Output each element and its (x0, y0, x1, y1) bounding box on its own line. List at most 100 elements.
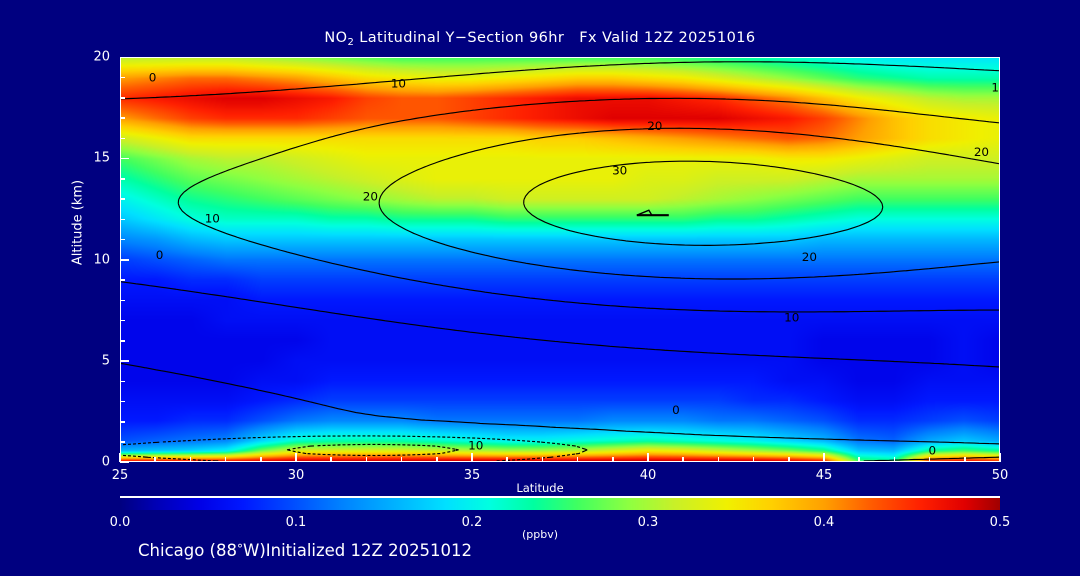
svg-text:10: 10 (205, 212, 220, 226)
colorbar-tick-label: 0.0 (109, 515, 131, 530)
contour-label: 00 (149, 71, 157, 85)
x-tick-label: 40 (639, 468, 657, 483)
svg-text:10: 10 (784, 310, 799, 324)
colorbar-tick-label: 0.4 (813, 515, 835, 530)
y-minor-tick (120, 421, 125, 423)
y-tick-label: 20 (93, 49, 110, 65)
x-tick-mark (295, 453, 297, 462)
plot-area: 0010102020303020201010202020201010101000… (120, 57, 1000, 462)
y-minor-tick (120, 299, 125, 301)
y-tick-label: 15 (93, 150, 110, 166)
y-minor-tick (120, 340, 125, 342)
x-tick-mark (471, 453, 473, 462)
x-tick-mark (647, 453, 649, 462)
title-rest: Latitudinal Y−Section 96hr Fx Valid 12Z … (354, 30, 756, 46)
y-tick-mark (120, 461, 129, 463)
x-tick-mark (823, 453, 825, 462)
x-minor-tick (154, 457, 156, 462)
svg-text:0: 0 (928, 443, 936, 457)
y-minor-tick (120, 380, 125, 382)
svg-text:10: 10 (991, 81, 999, 95)
y-minor-tick (120, 137, 125, 139)
svg-text:20: 20 (974, 145, 989, 159)
y-minor-tick (120, 238, 125, 241)
x-minor-tick (717, 457, 720, 462)
x-minor-tick (682, 457, 684, 462)
x-minor-tick (436, 457, 438, 462)
x-minor-tick (858, 457, 860, 462)
svg-text:0: 0 (149, 71, 157, 85)
footer-prefix: Chicago (88 (138, 541, 237, 560)
x-minor-tick (189, 457, 192, 462)
svg-text:20: 20 (647, 119, 662, 133)
y-tick-label: 0 (101, 454, 110, 470)
svg-text:0: 0 (156, 248, 164, 262)
contour-line-20 (177, 97, 999, 313)
contour-line-40 (523, 160, 884, 246)
y-minor-tick (120, 400, 125, 403)
y-minor-tick (120, 319, 125, 322)
y-tick-mark (120, 259, 129, 261)
x-tick-label: 45 (815, 468, 833, 483)
y-tick-mark (120, 360, 129, 362)
x-tick-label: 35 (463, 468, 481, 483)
colorbar-gradient (120, 496, 1000, 510)
colorbar-tick-label: 0.5 (989, 515, 1011, 530)
footer-caption: Chicago (88°W)Initialized 12Z 20251012 (138, 541, 472, 560)
y-minor-tick (120, 441, 125, 443)
x-tick-label: 50 (991, 468, 1009, 483)
contour-line-0 (121, 362, 999, 461)
x-minor-tick (506, 457, 508, 462)
x-minor-tick (964, 457, 966, 462)
contour-line-10 (121, 61, 999, 368)
footer-suffix: W)Initialized 12Z 20251012 (243, 541, 473, 560)
y-tick-mark (120, 157, 129, 160)
x-minor-tick (893, 457, 896, 462)
x-axis-label: Latitude (516, 481, 564, 495)
svg-text:20: 20 (802, 250, 817, 264)
svg-text:10: 10 (391, 77, 406, 91)
x-tick-label: 25 (111, 468, 129, 483)
colorbar-unit-label: (ppbv) (521, 528, 559, 541)
x-minor-tick (260, 457, 262, 462)
y-tick-label: 5 (101, 353, 110, 369)
y-tick-label: 10 (93, 252, 110, 267)
x-minor-tick (612, 457, 614, 462)
contour-label: 00 (156, 248, 164, 262)
y-minor-tick (120, 97, 125, 99)
y-minor-tick (120, 218, 125, 220)
x-minor-tick (788, 457, 790, 462)
svg-text:20: 20 (363, 190, 378, 204)
contour-label: 00 (928, 443, 936, 457)
y-minor-tick (120, 198, 125, 200)
x-tick-mark (999, 453, 1001, 462)
contour-fill-canvas (121, 58, 999, 461)
y-minor-tick (120, 117, 125, 119)
degree-icon: ° (237, 542, 243, 556)
y-tick-mark (120, 56, 129, 58)
colorbar-tick-label: 0.3 (637, 515, 659, 530)
colorbar (120, 496, 1000, 510)
contour-line-overlay: 0010102020303020201010202020201010101000… (121, 61, 999, 461)
wind-barb-icon (636, 209, 669, 217)
x-minor-tick (928, 457, 931, 462)
y-minor-tick (120, 178, 125, 180)
x-minor-tick (752, 457, 755, 462)
y-minor-tick (120, 76, 125, 79)
contour-line--20 (286, 443, 459, 457)
x-tick-mark (119, 453, 121, 462)
x-minor-tick (365, 457, 368, 462)
title-species: NO (324, 30, 348, 46)
x-minor-tick (330, 457, 332, 462)
contour-line-30 (378, 127, 999, 280)
colorbar-tick-label: 0.2 (461, 515, 483, 530)
